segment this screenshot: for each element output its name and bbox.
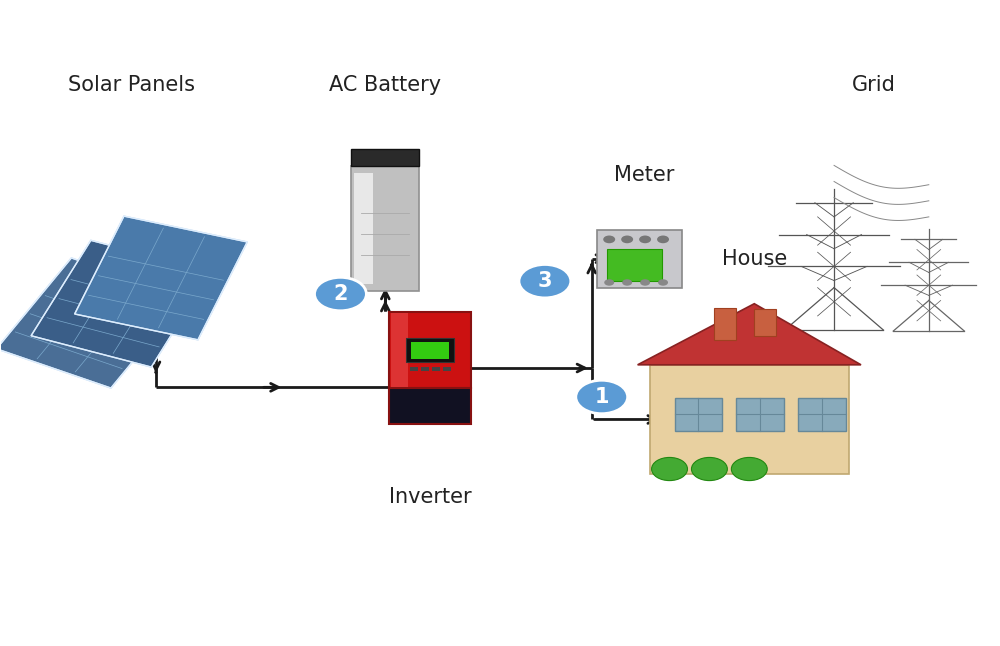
Polygon shape xyxy=(73,254,129,343)
Bar xyxy=(0,258,186,388)
Text: Inverter: Inverter xyxy=(389,486,472,506)
Polygon shape xyxy=(117,228,164,320)
Text: AC Battery: AC Battery xyxy=(329,75,441,95)
FancyBboxPatch shape xyxy=(351,149,419,166)
Circle shape xyxy=(576,380,628,413)
Text: 1: 1 xyxy=(594,387,609,407)
Polygon shape xyxy=(71,280,183,309)
FancyBboxPatch shape xyxy=(798,398,846,431)
Bar xyxy=(31,240,211,367)
FancyBboxPatch shape xyxy=(443,367,451,371)
Text: Meter: Meter xyxy=(614,165,675,185)
Circle shape xyxy=(604,279,614,286)
FancyBboxPatch shape xyxy=(432,367,440,371)
FancyBboxPatch shape xyxy=(597,230,682,287)
FancyBboxPatch shape xyxy=(675,398,722,431)
FancyBboxPatch shape xyxy=(351,166,419,291)
Polygon shape xyxy=(638,304,861,365)
Circle shape xyxy=(691,457,727,481)
Polygon shape xyxy=(30,314,137,351)
Circle shape xyxy=(315,277,366,311)
Circle shape xyxy=(603,236,615,244)
Polygon shape xyxy=(59,298,171,328)
Polygon shape xyxy=(98,276,214,300)
FancyBboxPatch shape xyxy=(410,367,418,371)
FancyBboxPatch shape xyxy=(406,338,454,362)
Bar xyxy=(31,240,211,367)
Polygon shape xyxy=(37,274,107,359)
Text: House: House xyxy=(722,249,787,269)
FancyBboxPatch shape xyxy=(650,365,849,474)
Circle shape xyxy=(639,236,651,244)
FancyBboxPatch shape xyxy=(607,249,662,281)
FancyBboxPatch shape xyxy=(391,313,408,387)
Bar xyxy=(75,216,247,340)
Polygon shape xyxy=(75,287,145,372)
Text: 2: 2 xyxy=(333,284,348,304)
Circle shape xyxy=(622,279,632,286)
Polygon shape xyxy=(113,264,169,353)
Text: Grid: Grid xyxy=(852,75,896,95)
Circle shape xyxy=(519,264,571,298)
FancyBboxPatch shape xyxy=(754,309,776,336)
Circle shape xyxy=(640,279,650,286)
Polygon shape xyxy=(15,332,122,369)
Circle shape xyxy=(621,236,633,244)
Circle shape xyxy=(652,457,687,481)
FancyBboxPatch shape xyxy=(421,367,429,371)
FancyBboxPatch shape xyxy=(354,173,373,284)
Polygon shape xyxy=(108,256,224,280)
Circle shape xyxy=(657,236,669,244)
Text: 3: 3 xyxy=(538,271,552,291)
Polygon shape xyxy=(47,318,160,347)
Polygon shape xyxy=(158,236,205,328)
Text: Solar Panels: Solar Panels xyxy=(68,75,195,95)
Polygon shape xyxy=(88,295,204,320)
Polygon shape xyxy=(45,295,152,332)
FancyBboxPatch shape xyxy=(411,342,449,359)
FancyBboxPatch shape xyxy=(389,388,471,424)
Circle shape xyxy=(658,279,668,286)
Bar xyxy=(0,258,186,388)
FancyBboxPatch shape xyxy=(714,308,736,340)
FancyBboxPatch shape xyxy=(736,398,784,431)
Circle shape xyxy=(731,457,767,481)
Bar xyxy=(75,216,247,340)
FancyBboxPatch shape xyxy=(389,312,471,388)
